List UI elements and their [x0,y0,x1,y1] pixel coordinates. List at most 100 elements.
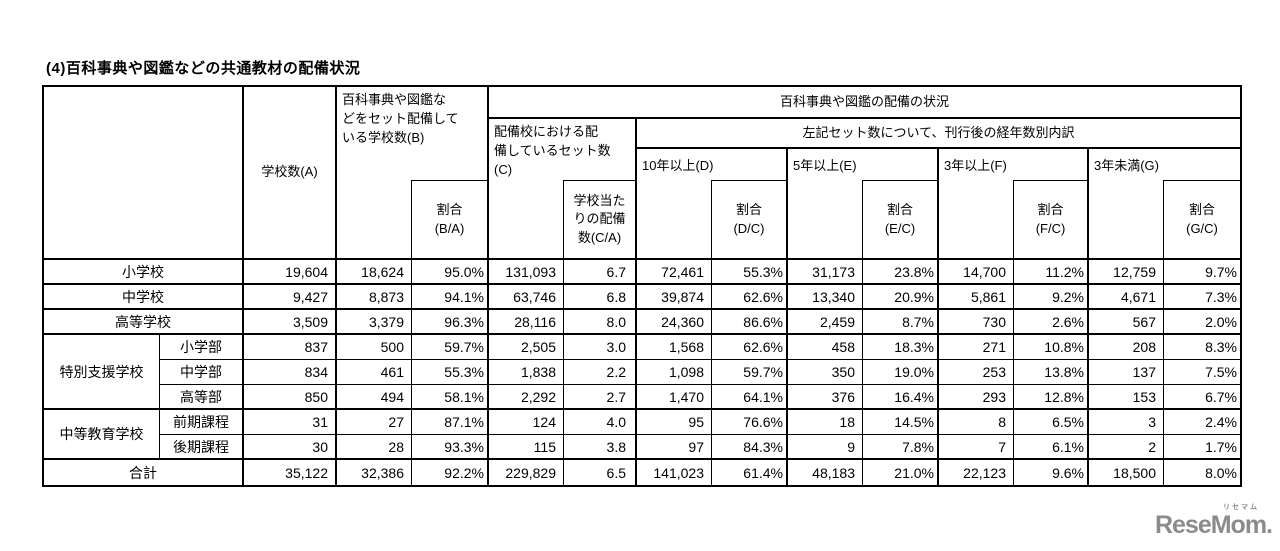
value-cell: 27 [337,410,412,435]
value-cell: 62.6% [712,335,788,360]
value-cell: 2,505 [489,335,564,360]
header-ratio-gc: 割合 (G/C) [1164,180,1240,260]
header-row-3: 10年以上(D) 5年以上(E) 3年以上(F) 3年未満(G) [44,149,1240,180]
value-cell: 93.3% [412,435,489,460]
value-cell: 730 [939,310,1014,335]
value-cell: 3.8 [564,435,637,460]
header-g-value-empty [1089,180,1164,260]
value-cell: 64.1% [712,385,788,410]
value-cell: 1,568 [637,335,712,360]
value-cell: 115 [489,435,564,460]
row-label: 前期課程 [160,410,244,435]
value-cell: 5,861 [939,285,1014,310]
table-row: 中学部 834 461 55.3% 1,838 2.2 1,098 59.7% 350 19.0%… [44,360,1240,385]
header-over-5-years: 5年以上(E) [788,149,939,180]
value-cell: 9 [788,435,863,460]
value-cell: 3,509 [244,310,337,335]
value-cell: 9.2% [1014,285,1089,310]
value-cell: 124 [489,410,564,435]
value-cell: 4.0 [564,410,637,435]
value-cell: 31 [244,410,337,435]
value-cell: 567 [1089,310,1164,335]
header-ratio-ba: 割合 (B/A) [412,180,489,260]
value-cell: 92.2% [412,460,489,485]
value-cell: 6.5 [564,460,637,485]
value-cell: 23.8% [863,260,939,285]
value-cell: 8.3% [1164,335,1240,360]
value-cell: 28 [337,435,412,460]
value-cell: 1,470 [637,385,712,410]
page-title: (4)百科事典や図鑑などの共通教材の配備状況 [46,60,361,77]
table-body: 小学校 19,604 18,624 95.0% 131,093 6.7 72,461 55.3… [44,260,1240,485]
value-cell: 84.3% [712,435,788,460]
value-cell: 253 [939,360,1014,385]
table-row: 合計 35,122 32,386 92.2% 229,829 6.5 141,023 61.4… [44,460,1240,485]
value-cell: 7.8% [863,435,939,460]
value-cell: 8.7% [863,310,939,335]
value-cell: 9,427 [244,285,337,310]
value-cell: 137 [1089,360,1164,385]
value-cell: 461 [337,360,412,385]
value-cell: 20.9% [863,285,939,310]
value-cell: 850 [244,385,337,410]
value-cell: 494 [337,385,412,410]
header-ratio-dc: 割合 (D/C) [712,180,788,260]
value-cell: 458 [788,335,863,360]
value-cell: 2 [1089,435,1164,460]
resemom-logo: リセマム ReseMom. [1152,504,1273,540]
logo-ruby-text: リセマム [1223,504,1259,511]
value-cell: 13,340 [788,285,863,310]
value-cell: 14.5% [863,410,939,435]
table-row: 特別支援学校 小学部 837 500 59.7% 2,505 3.0 1,568 62.6% 45… [44,335,1240,410]
header-deployment-status: 百科事典や図鑑の配備の状況 [489,87,1240,119]
logo-wordmark: ReseMom. [1154,511,1273,540]
header-ratio-ec: 割合 (E/C) [863,180,939,260]
value-cell: 153 [1089,385,1164,410]
header-age-breakdown: 左記セット数について、刊行後の経年数別内訳 [637,119,1240,149]
header-sets-per-school: 学校当た りの配備 数(C/A) [564,180,637,260]
header-e-value-empty [788,180,863,260]
value-cell: 13.8% [1014,360,1089,385]
value-cell: 293 [939,385,1014,410]
value-cell: 6.8 [564,285,637,310]
value-cell: 12.8% [1014,385,1089,410]
row-label: 小学校 [44,260,244,285]
value-cell: 55.3% [412,360,489,385]
value-cell: 208 [1089,335,1164,360]
value-cell: 59.7% [712,360,788,385]
value-cell: 837 [244,335,337,360]
value-cell: 16.4% [863,385,939,410]
header-school-count: 学校数(A) [244,87,337,260]
value-cell: 131,093 [489,260,564,285]
value-cell: 72,461 [637,260,712,285]
value-cell: 8.0% [1205,464,1237,481]
value-cell: 2.7 [564,385,637,410]
value-cell: 7.3% [1164,285,1240,310]
header-sets-in-equipped: 配備校における配 備しているセット数 (C) [489,119,637,180]
row-label: 中学部 [160,360,244,385]
value-cell: 12,759 [1089,260,1164,285]
value-cell: 95 [637,410,712,435]
value-cell: 2.4% [1164,410,1240,435]
table-row: 高等学校 3,509 3,379 96.3% 28,116 8.0 24,360 86.6% 2… [44,310,1240,335]
header-equipped-schools: 百科事典や図鑑な どをセット配備して いる学校数(B) [337,87,489,180]
table-row: 小学校 19,604 18,624 95.0% 131,093 6.7 72,461 55.3… [44,260,1240,285]
value-cell: 59.7% [412,335,489,360]
value-cell: 30 [244,435,337,460]
header-over-3-years: 3年以上(F) [939,149,1089,180]
equipment-table: 学校数(A) 百科事典や図鑑な どをセット配備して いる学校数(B) 百科事典や… [42,85,1242,487]
value-cell: 86.6% [712,310,788,335]
value-cell: 39,874 [637,285,712,310]
value-cell: 61.4% [712,460,788,485]
value-cell: 18 [788,410,863,435]
table-row: 中等教育学校 前期課程 31 27 87.1% 124 4.0 95 76.6% 18 14.5% 8… [44,410,1240,460]
value-cell: 18,624 [337,260,412,285]
value-cell: 8,873 [337,285,412,310]
value-cell: 62.6% [712,285,788,310]
value-cell: 2,459 [788,310,863,335]
value-cell: 48,183 [788,460,863,485]
value-cell: 87.1% [412,410,489,435]
value-cell: 14,700 [939,260,1014,285]
value-cell: 6.7 [564,260,637,285]
